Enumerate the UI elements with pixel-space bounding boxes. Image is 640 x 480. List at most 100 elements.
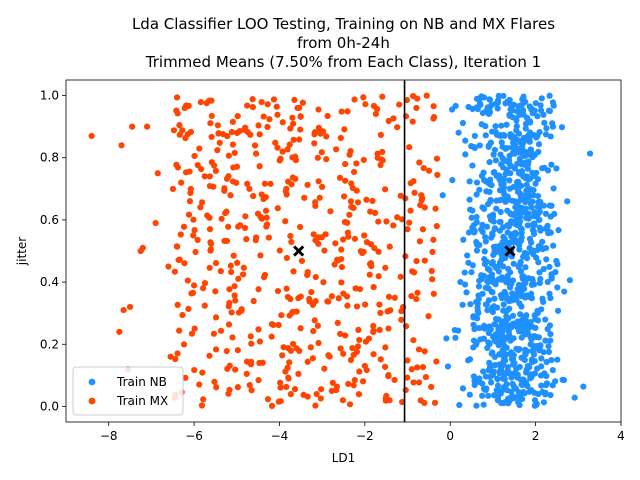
train-mx-point xyxy=(379,148,386,156)
train-mx-point xyxy=(370,351,377,358)
train-mx-point xyxy=(223,237,231,245)
train-nb-point xyxy=(465,259,472,266)
train-mx-point xyxy=(335,295,342,302)
train-nb-point xyxy=(554,356,561,363)
train-mx-point xyxy=(261,180,269,187)
train-nb-point xyxy=(494,382,502,389)
train-nb-point xyxy=(500,301,507,308)
train-nb-point xyxy=(479,392,486,399)
train-mx-point xyxy=(402,386,409,394)
train-mx-point xyxy=(312,402,319,409)
y-tick-label: 0.4 xyxy=(40,275,59,289)
mean-marker xyxy=(504,245,516,257)
train-nb-point xyxy=(532,180,539,187)
x-tick-label: −6 xyxy=(185,429,203,443)
train-nb-point xyxy=(516,402,523,409)
train-nb-point xyxy=(444,363,452,370)
train-mx-point xyxy=(256,359,263,367)
train-nb-point xyxy=(495,268,502,275)
train-nb-point xyxy=(476,186,483,193)
train-mx-point xyxy=(231,283,238,290)
train-mx-point xyxy=(234,259,241,266)
train-mx-point xyxy=(327,208,334,215)
train-mx-point xyxy=(397,273,404,280)
train-mx-point xyxy=(218,215,225,222)
train-mx-point xyxy=(414,364,421,371)
train-mx-point xyxy=(344,219,351,226)
train-mx-point xyxy=(174,301,181,308)
train-mx-point xyxy=(354,343,362,350)
train-mx-point xyxy=(369,197,376,205)
train-mx-point xyxy=(304,358,311,365)
train-nb-point xyxy=(467,301,474,308)
train-nb-point xyxy=(546,202,553,209)
train-mx-point xyxy=(241,224,249,232)
train-nb-point xyxy=(517,258,524,266)
train-mx-point xyxy=(238,307,245,314)
train-mx-point xyxy=(229,178,237,185)
train-mx-point xyxy=(291,386,299,393)
train-mx-point xyxy=(219,131,227,138)
train-mx-point xyxy=(226,299,233,307)
train-mx-point xyxy=(186,198,194,205)
train-nb-point xyxy=(471,326,478,333)
train-mx-point xyxy=(344,108,351,115)
train-mx-point xyxy=(228,309,235,316)
train-mx-point xyxy=(429,276,436,283)
legend-label: Train MX xyxy=(116,394,168,408)
train-mx-point xyxy=(402,253,409,260)
train-mx-point xyxy=(289,114,296,121)
train-nb-point xyxy=(537,372,545,379)
train-mx-point xyxy=(200,285,207,292)
train-mx-point xyxy=(213,384,220,391)
train-mx-point xyxy=(421,204,428,211)
train-mx-point xyxy=(377,309,384,317)
train-nb-point xyxy=(491,225,499,232)
train-nb-point xyxy=(462,151,469,158)
train-mx-point xyxy=(379,93,386,100)
train-nb-point xyxy=(538,382,545,389)
train-mx-point xyxy=(404,226,411,233)
train-nb-point xyxy=(542,131,550,138)
train-mx-point xyxy=(210,183,217,190)
train-mx-point xyxy=(382,264,389,271)
train-nb-point xyxy=(494,105,501,112)
train-mx-point xyxy=(223,208,230,215)
train-nb-point xyxy=(530,230,538,238)
train-nb-point xyxy=(498,139,505,146)
train-mx-point xyxy=(190,282,198,289)
y-tick-label: 0.0 xyxy=(40,399,59,413)
train-mx-point xyxy=(413,104,420,112)
train-mx-point xyxy=(249,96,256,103)
train-mx-point xyxy=(217,327,225,334)
train-nb-point xyxy=(526,138,533,145)
train-mx-point xyxy=(363,366,370,374)
train-mx-point xyxy=(390,115,397,122)
train-mx-point xyxy=(365,335,373,342)
train-mx-point xyxy=(431,399,439,406)
train-mx-point xyxy=(410,379,417,386)
train-mx-point xyxy=(316,194,323,201)
train-nb-point xyxy=(523,181,530,188)
train-mx-point xyxy=(263,214,270,221)
train-mx-point xyxy=(399,398,406,406)
train-nb-point xyxy=(476,375,483,382)
train-nb-point xyxy=(536,208,543,215)
train-nb-point xyxy=(554,261,561,268)
train-mx-point xyxy=(382,344,389,351)
train-nb-point xyxy=(462,137,469,144)
train-mx-point xyxy=(323,156,330,163)
train-mx-point xyxy=(154,170,161,177)
train-nb-point xyxy=(519,140,527,147)
x-tick-label: −2 xyxy=(356,429,374,443)
train-mx-point xyxy=(118,142,125,149)
train-nb-point xyxy=(501,371,508,378)
train-nb-point xyxy=(525,215,532,222)
train-nb-point xyxy=(481,260,489,268)
train-mx-point xyxy=(353,348,361,356)
train-mx-point xyxy=(342,332,349,339)
train-mx-point xyxy=(225,321,233,328)
train-mx-point xyxy=(367,208,374,215)
train-nb-point xyxy=(540,349,547,356)
train-nb-point xyxy=(482,132,489,139)
